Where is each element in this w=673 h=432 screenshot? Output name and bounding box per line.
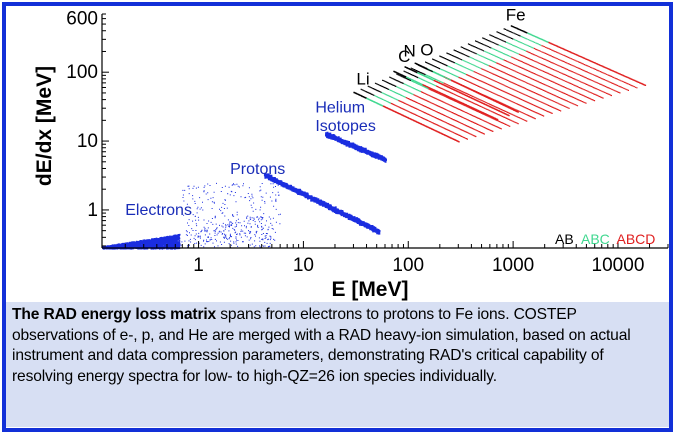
- series-labels: Electrons Protons Helium Isotopes Li CN O Fe: [125, 6, 525, 219]
- energy-loss-chart: 1 10 100 1000 10000 1 10 100 600 E [MeV] dE/dx [Me…: [33, 6, 669, 301]
- legend-abcd: ABCD: [617, 231, 656, 247]
- x-axis-label: E [MeV]: [331, 278, 408, 301]
- label-protons: Protons: [230, 161, 285, 178]
- y-tick-label: 100: [66, 62, 98, 83]
- label-li: Li: [356, 70, 369, 89]
- x-tick-label: 10000: [592, 255, 645, 276]
- track-fe: [510, 25, 647, 86]
- track-intermediate-ions: [360, 28, 638, 140]
- track-li: [353, 91, 460, 143]
- x-tick-label: 10: [293, 255, 314, 276]
- track-electrons: [102, 216, 273, 250]
- caption-lead: The RAD energy loss matrix: [12, 306, 217, 323]
- label-isotopes: Isotopes: [315, 118, 375, 135]
- y-tick-label: 10: [77, 131, 98, 152]
- x-tick-label: 1000: [492, 255, 534, 276]
- label-n: N: [403, 41, 415, 60]
- label-c: C: [398, 47, 410, 66]
- x-tick-label: 1: [193, 255, 204, 276]
- track-protons: [182, 172, 381, 243]
- legend: AB ABC ABCD: [555, 231, 655, 247]
- caption-body: spans from electrons to protons to Fe io…: [12, 306, 631, 385]
- figure-caption: The RAD energy loss matrix spans from el…: [6, 302, 669, 427]
- track-helium: [325, 131, 387, 163]
- chart-axes: 1 10 100 1000 10000 1 10 100 600 E [MeV] dE/dx [Me…: [33, 9, 669, 301]
- y-tick-label: 1: [87, 200, 98, 221]
- legend-abc: ABC: [581, 231, 610, 247]
- label-electrons: Electrons: [125, 202, 192, 219]
- x-tick-label: 100: [392, 255, 424, 276]
- track-n: [404, 66, 510, 117]
- label-o: O: [420, 40, 433, 59]
- label-fe: Fe: [506, 6, 526, 25]
- data-tracks: [102, 25, 647, 250]
- y-tick-label: 600: [66, 9, 98, 30]
- label-helium: Helium: [315, 99, 365, 116]
- track-c: [393, 70, 499, 121]
- y-axis-label: dE/dx [MeV]: [33, 66, 56, 186]
- legend-ab: AB: [555, 231, 574, 247]
